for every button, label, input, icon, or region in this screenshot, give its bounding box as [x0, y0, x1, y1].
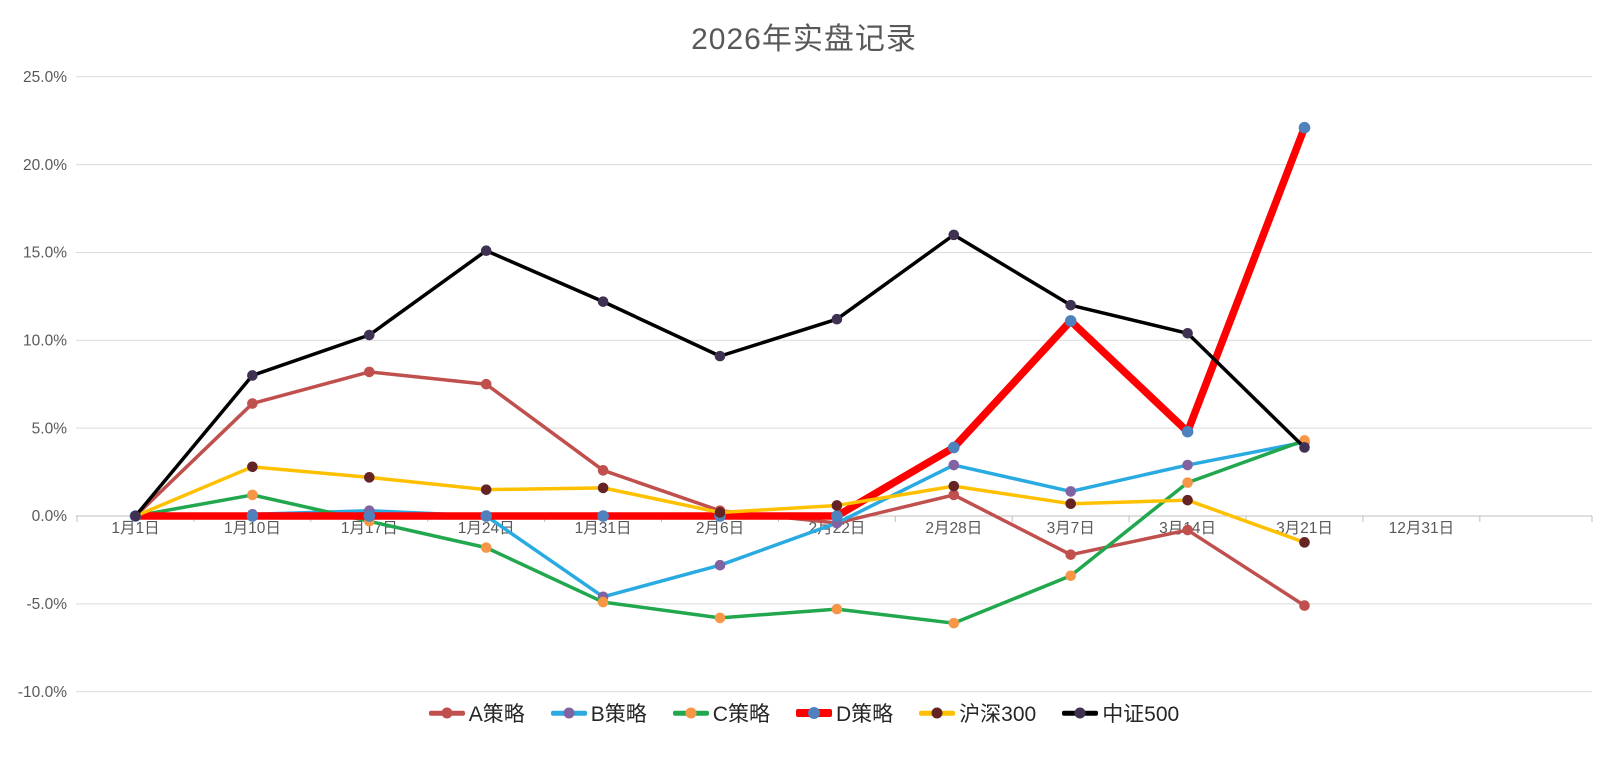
legend-series-marker-icon	[550, 701, 587, 725]
series-marker	[480, 542, 492, 553]
legend-series-marker-icon	[428, 701, 465, 725]
series-marker	[1182, 327, 1193, 339]
series-marker	[1299, 600, 1310, 611]
series-marker	[948, 489, 960, 501]
series-marker	[948, 480, 960, 492]
y-axis-tick-label: 15.0%	[23, 245, 67, 262]
series-marker	[364, 329, 375, 341]
series-marker	[948, 229, 960, 241]
series-marker	[1299, 537, 1310, 548]
x-axis-tick-label: 2月6日	[696, 520, 744, 537]
series-marker	[597, 510, 609, 522]
series-marker	[247, 370, 258, 381]
series-marker	[1065, 299, 1076, 311]
series-marker	[247, 398, 258, 409]
series-marker	[714, 612, 726, 624]
series-marker	[714, 559, 726, 571]
x-axis-tick-label: 2月22日	[808, 520, 865, 537]
series-marker	[831, 500, 843, 511]
series-marker	[1064, 315, 1077, 327]
series-marker	[597, 596, 609, 608]
y-axis-tick-label: 5.0%	[32, 420, 68, 437]
x-axis-tick-label: 3月7日	[1047, 520, 1095, 537]
legend-series-marker-icon	[795, 701, 832, 725]
legend-item: 中证500	[1062, 698, 1179, 728]
legend-label: 中证500	[1102, 703, 1180, 726]
series-marker	[597, 296, 609, 307]
legend-label: B策略	[590, 703, 647, 726]
legend-label: D策略	[835, 703, 894, 726]
series-marker	[714, 350, 726, 362]
legend-label: 沪深300	[959, 703, 1037, 726]
series-line	[131, 123, 1309, 520]
series-marker	[948, 441, 960, 454]
legend-item: A策略	[428, 698, 525, 728]
legend-series-marker-icon	[919, 701, 956, 725]
series-marker	[714, 507, 726, 518]
legend-series-marker-icon	[672, 701, 709, 725]
series-marker	[597, 482, 609, 494]
series-marker	[363, 510, 376, 522]
series-marker	[831, 603, 843, 615]
series-marker	[480, 510, 493, 522]
x-axis-tick-label: 12月31日	[1389, 520, 1454, 537]
x-axis-tick-label: 2月28日	[925, 520, 982, 537]
y-axis-tick-label: -5.0%	[27, 596, 68, 613]
y-axis-tick-label: 0.0%	[32, 508, 68, 525]
series-marker	[831, 313, 843, 325]
series-marker	[247, 489, 258, 501]
legend-label: C策略	[712, 703, 770, 726]
series-line	[133, 370, 1307, 608]
x-axis-tick-label: 1月31日	[575, 520, 632, 537]
y-axis-tick-label: 10.0%	[23, 333, 67, 350]
series-marker	[1298, 121, 1311, 134]
series-marker	[948, 617, 960, 629]
legend-label: A策略	[468, 703, 525, 726]
x-axis-tick-label: 1月10日	[224, 520, 281, 537]
series-marker	[480, 378, 492, 390]
series-marker	[948, 459, 960, 471]
y-axis-tick-label: 25.0%	[23, 69, 67, 86]
legend-item: D策略	[795, 698, 894, 728]
chart-title: 2026年实盘记录	[691, 23, 917, 56]
series-marker	[364, 366, 375, 378]
series-marker	[480, 245, 492, 256]
series-marker	[1065, 486, 1076, 497]
series-marker	[246, 510, 259, 522]
legend-item: B策略	[550, 698, 647, 728]
series-marker	[1182, 494, 1193, 506]
series-marker	[1065, 570, 1076, 582]
x-axis-tick-label: 3月21日	[1276, 520, 1333, 537]
legend-item: C策略	[672, 698, 770, 728]
series-marker	[1299, 442, 1310, 453]
series-marker	[1182, 524, 1193, 536]
series-marker	[480, 484, 492, 495]
chart-legend: A策略 B策略 C策略 D策略 沪深300 中证500	[0, 698, 1608, 728]
series-marker	[1182, 459, 1193, 471]
series-marker	[597, 465, 609, 476]
series-marker	[1182, 477, 1193, 488]
legend-series-marker-icon	[1062, 701, 1099, 725]
series-marker	[831, 510, 843, 522]
legend-item: 沪深300	[919, 698, 1036, 728]
series-marker	[1065, 498, 1076, 510]
y-axis-tick-label: 20.0%	[23, 157, 67, 174]
series-marker	[1181, 425, 1194, 438]
x-axis-tick-label: 1月1日	[111, 520, 159, 537]
y-axis-tick-label: -10.0%	[18, 684, 67, 701]
series-marker	[247, 461, 258, 473]
series-marker	[130, 510, 141, 522]
series-marker	[1065, 549, 1076, 560]
series-marker	[364, 472, 375, 483]
